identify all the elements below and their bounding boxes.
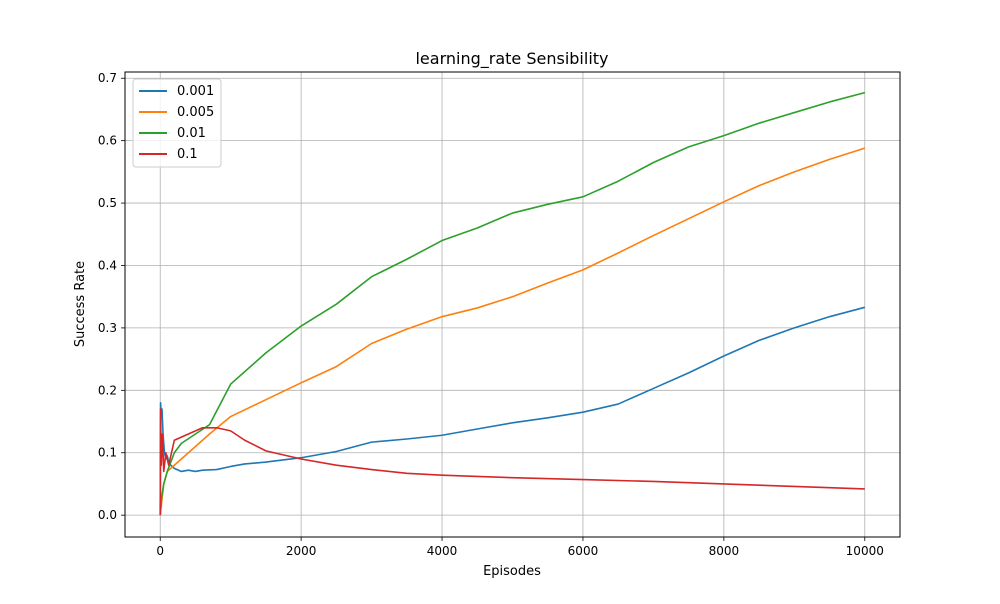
y-tick-label: 0.7 <box>98 71 117 85</box>
x-tick-label: 0 <box>156 544 164 558</box>
x-tick-label: 2000 <box>286 544 317 558</box>
legend-label-0: 0.001 <box>177 84 214 99</box>
y-tick-label: 0.1 <box>98 446 117 460</box>
legend-box <box>132 78 222 168</box>
series-line-1 <box>159 147 866 516</box>
series-layer <box>159 91 866 516</box>
legend-items: 0.001 0.005 0.01 0.1 <box>139 84 214 162</box>
grid <box>125 72 900 537</box>
y-axis-label: Success Rate <box>73 261 88 347</box>
y-tick-label: 0.0 <box>98 508 117 522</box>
series-line-3 <box>159 408 865 516</box>
legend: 0.001 0.005 0.01 0.1 <box>132 78 222 168</box>
y-tick-label: 0.5 <box>98 196 117 210</box>
x-tick-label: 8000 <box>709 544 740 558</box>
y-tick-label: 0.6 <box>98 134 117 148</box>
x-tick-label: 4000 <box>427 544 458 558</box>
series-line-2 <box>159 91 865 516</box>
x-tick-label: 10000 <box>846 544 884 558</box>
y-tick-label: 0.2 <box>98 383 117 397</box>
x-axis-ticks: 0 2000 4000 6000 8000 10000 <box>156 537 884 558</box>
y-tick-label: 0.3 <box>98 321 117 335</box>
x-tick-label: 6000 <box>568 544 599 558</box>
legend-label-3: 0.1 <box>177 147 198 162</box>
y-axis-ticks: 0.0 0.1 0.2 0.3 0.4 0.5 0.6 0.7 <box>98 71 125 522</box>
legend-label-2: 0.01 <box>177 126 206 141</box>
x-axis-label: Episodes <box>483 564 541 579</box>
y-tick-label: 0.4 <box>98 258 117 272</box>
chart-title: learning_rate Sensibility <box>415 49 608 69</box>
legend-label-1: 0.005 <box>177 105 214 120</box>
plot-frame <box>124 71 901 538</box>
